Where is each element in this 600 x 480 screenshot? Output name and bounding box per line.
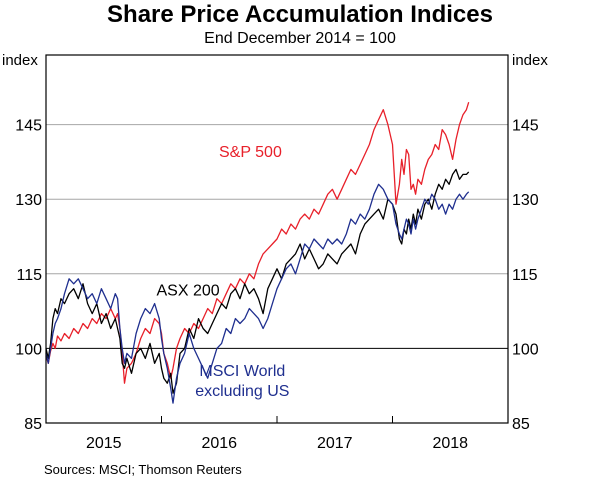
series-line-msci-world-excluding-us [45, 183, 470, 404]
y-tick-label-right-115: 115 [512, 267, 538, 284]
chart-title: Share Price Accumulation Indices [107, 1, 493, 28]
y-tick-label-right-100: 100 [512, 341, 539, 358]
x-tick-label-2015: 2015 [86, 435, 122, 452]
y-tick-label-left-85: 85 [24, 416, 42, 433]
source-note: Sources: MSCI; Thomson Reuters [44, 462, 242, 477]
series-label-msci-world-excluding-us-0: MSCI World [199, 363, 285, 380]
chart-subtitle: End December 2014 = 100 [204, 30, 396, 47]
series-label-asx-200: ASX 200 [156, 283, 219, 300]
y-tick-label-right-130: 130 [512, 192, 539, 209]
series-labels: S&P 500 ASX 200 MSCI World excluding US [156, 144, 289, 400]
x-tick-label-2017: 2017 [317, 435, 353, 452]
y-tick-label-left-130: 130 [15, 192, 42, 209]
y-axis-label-right: index [512, 52, 548, 69]
series-line-asx-200 [45, 168, 470, 394]
y-axis-label-left: index [2, 52, 38, 69]
axis-ticks [161, 416, 393, 423]
x-tick-label-2016: 2016 [201, 435, 237, 452]
axis-labels: 85 85 100 100 115 115 130 130 145 145 2015 2016 2017… [15, 118, 539, 452]
y-tick-label-left-100: 100 [15, 341, 42, 358]
gridlines [46, 124, 508, 275]
y-tick-label-left-115: 115 [16, 267, 42, 284]
series-group [45, 102, 470, 404]
y-tick-label-right-145: 145 [512, 118, 539, 135]
y-tick-label-right-85: 85 [512, 416, 530, 433]
y-tick-label-left-145: 145 [15, 118, 42, 135]
x-tick-label-2018: 2018 [432, 435, 468, 452]
series-label-msci-world-excluding-us-1: excluding US [195, 383, 289, 400]
series-label-s-p-500: S&P 500 [219, 144, 282, 161]
